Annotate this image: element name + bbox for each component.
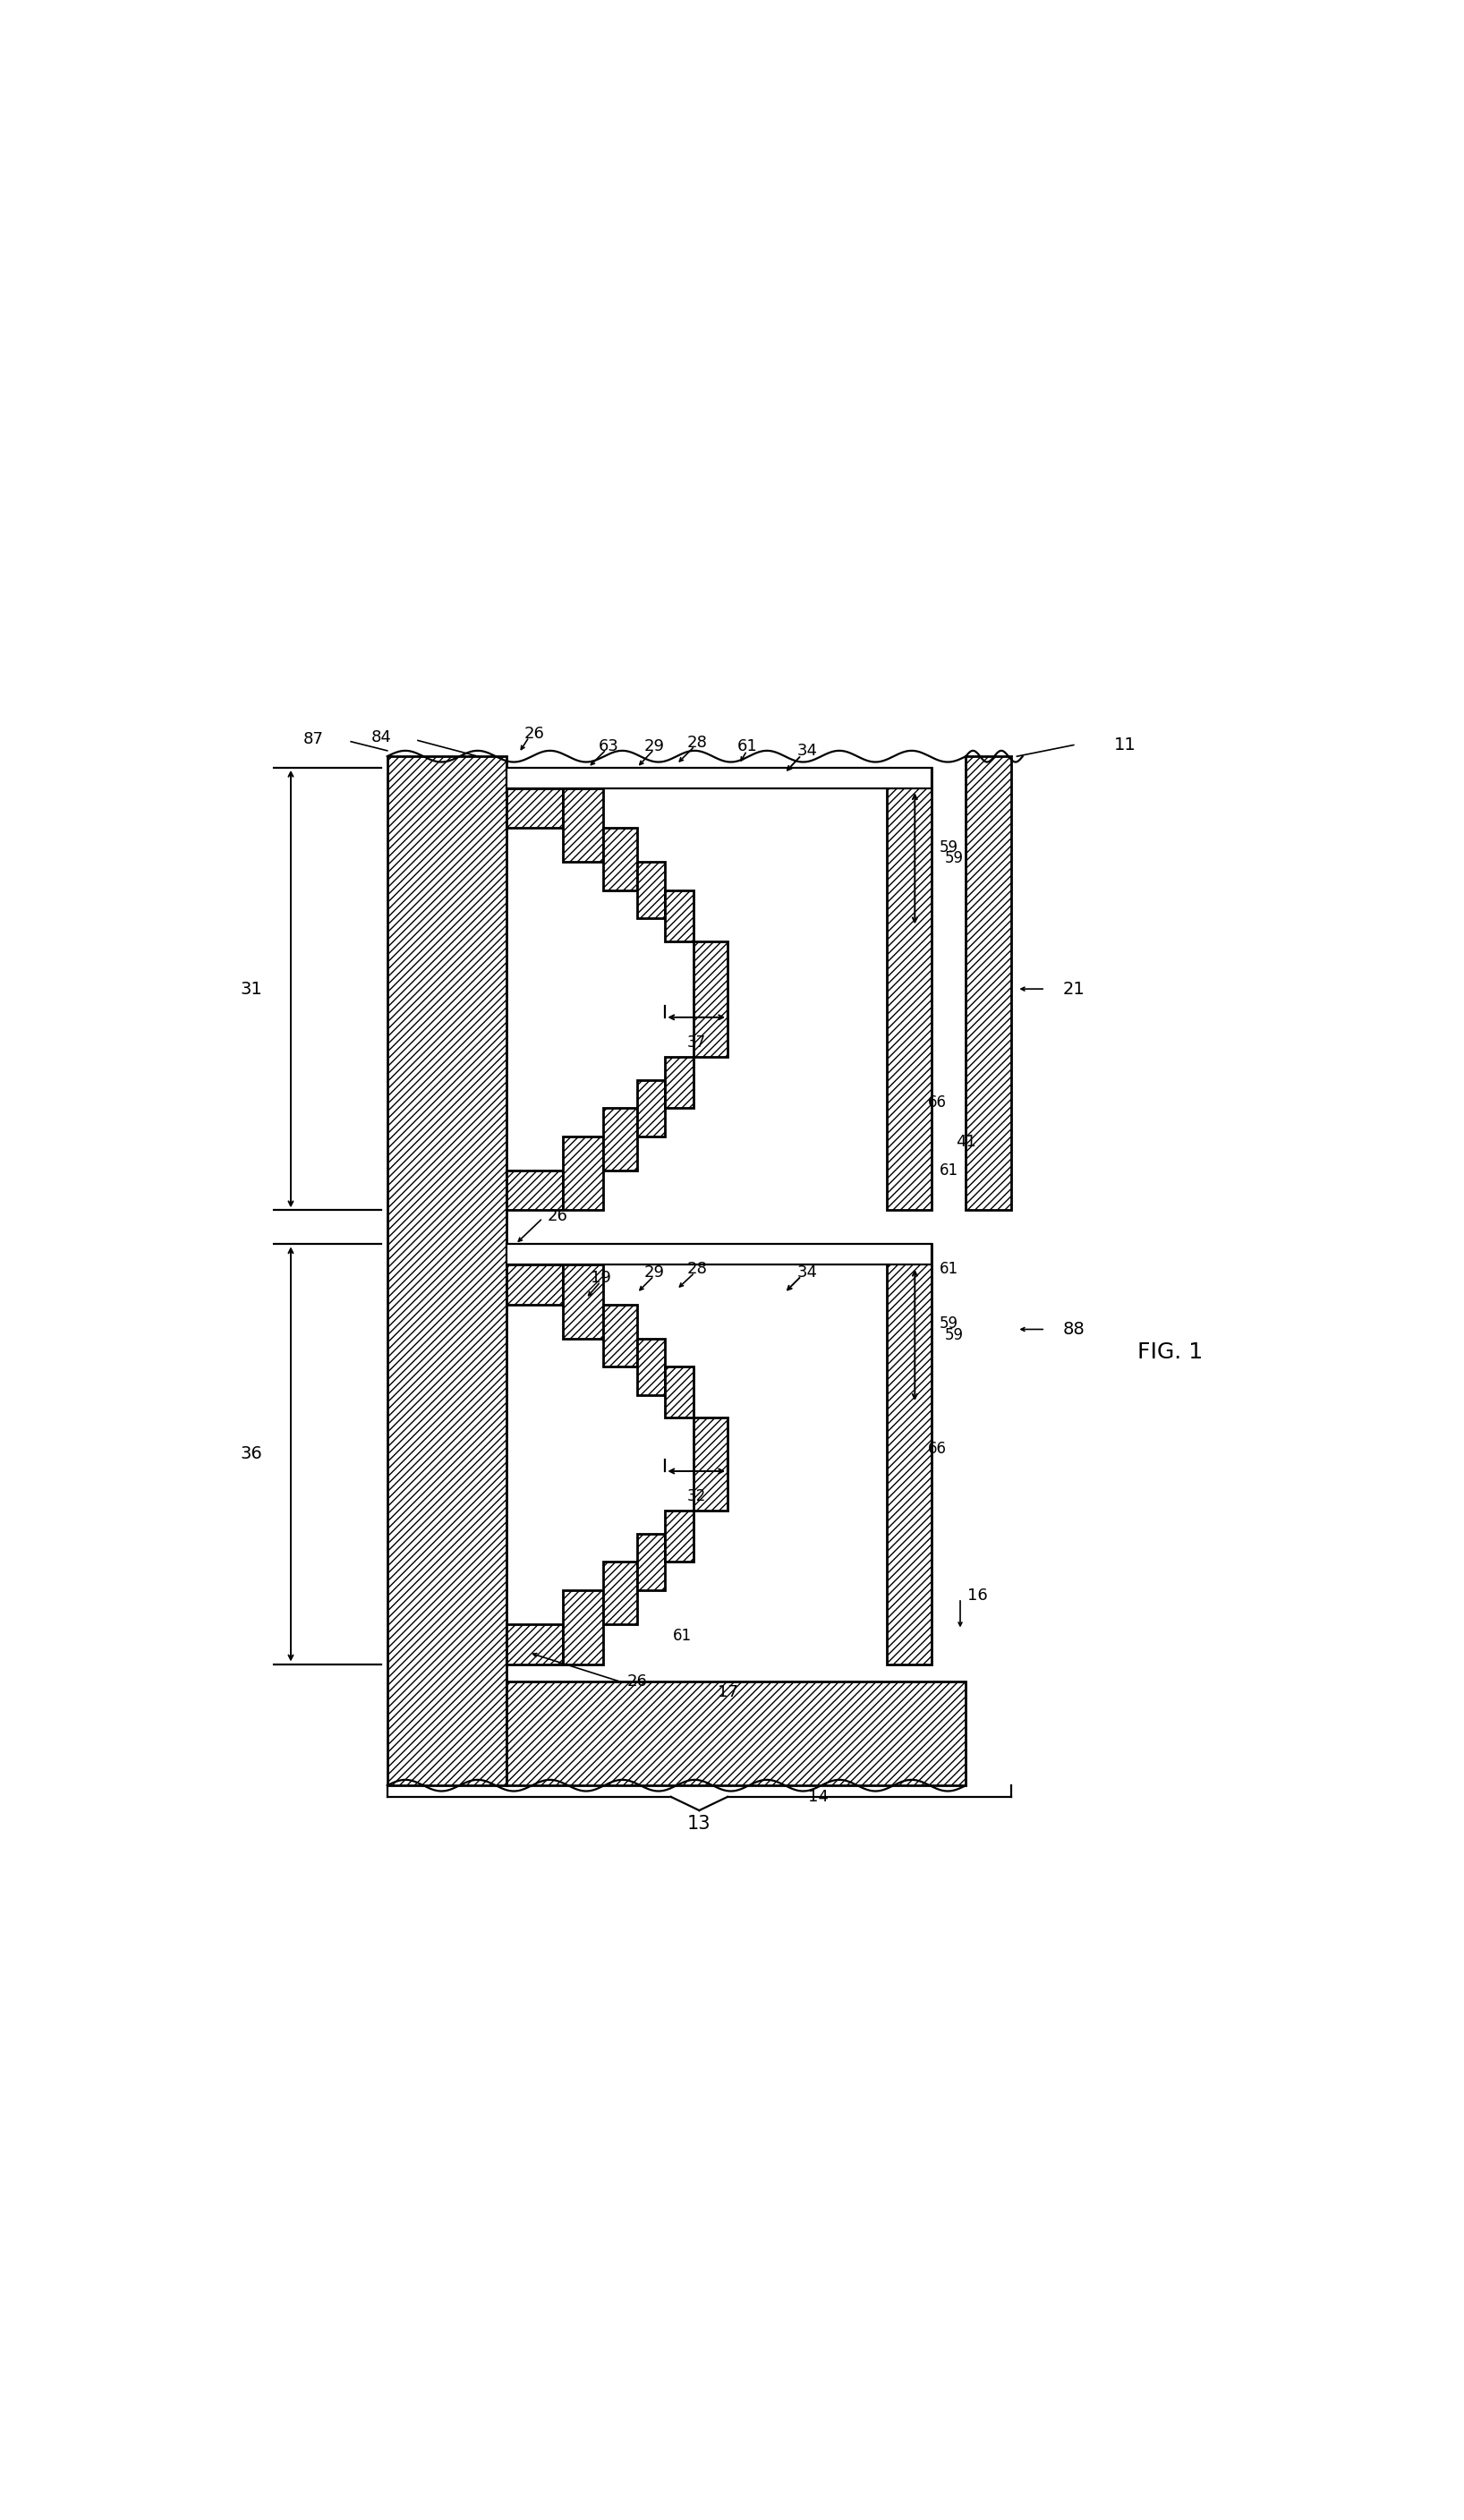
Text: 66: 66 bbox=[928, 1094, 947, 1111]
Bar bbox=[386, 756, 507, 1787]
Bar bbox=[564, 1137, 603, 1210]
Bar bbox=[665, 1512, 694, 1562]
Bar bbox=[564, 1590, 603, 1663]
Bar bbox=[507, 789, 564, 829]
Text: FIG. 1: FIG. 1 bbox=[1138, 1341, 1203, 1363]
Text: 32: 32 bbox=[687, 1489, 706, 1504]
Text: 61: 61 bbox=[940, 1162, 959, 1179]
Bar bbox=[665, 1366, 694, 1419]
Text: 21: 21 bbox=[1063, 980, 1085, 998]
Text: 63: 63 bbox=[599, 738, 619, 753]
Bar bbox=[507, 1625, 564, 1663]
Text: 59: 59 bbox=[940, 839, 959, 854]
Text: 61: 61 bbox=[736, 738, 757, 753]
Bar bbox=[887, 1245, 933, 1663]
Bar bbox=[564, 789, 603, 862]
Text: 66: 66 bbox=[928, 1441, 947, 1457]
Text: 41: 41 bbox=[956, 1134, 976, 1149]
Text: 59: 59 bbox=[946, 1328, 963, 1343]
Bar bbox=[507, 1245, 933, 1265]
Bar bbox=[603, 1305, 637, 1366]
Text: 16: 16 bbox=[968, 1588, 987, 1605]
Bar bbox=[637, 1535, 665, 1590]
Text: 87: 87 bbox=[303, 731, 324, 748]
Text: 59: 59 bbox=[940, 1315, 959, 1331]
Bar bbox=[603, 1109, 637, 1169]
Text: 84: 84 bbox=[372, 728, 392, 746]
Text: 29: 29 bbox=[644, 1265, 665, 1280]
Bar bbox=[665, 1056, 694, 1109]
Text: 28: 28 bbox=[687, 736, 707, 751]
Text: 17: 17 bbox=[717, 1683, 738, 1701]
Bar bbox=[564, 1265, 603, 1338]
Bar bbox=[637, 862, 665, 920]
Text: 88: 88 bbox=[1063, 1320, 1085, 1338]
Bar bbox=[694, 942, 728, 1056]
Text: 19: 19 bbox=[590, 1270, 610, 1285]
Text: 34: 34 bbox=[796, 1265, 817, 1280]
Text: 11: 11 bbox=[1114, 736, 1136, 753]
Text: 26: 26 bbox=[627, 1673, 647, 1688]
Bar bbox=[694, 1419, 728, 1512]
Text: 61: 61 bbox=[940, 1260, 959, 1278]
Text: 31: 31 bbox=[240, 980, 262, 998]
Text: 26: 26 bbox=[548, 1207, 568, 1225]
Bar bbox=[507, 1681, 966, 1787]
Bar bbox=[637, 1338, 665, 1396]
Text: 28: 28 bbox=[687, 1260, 707, 1278]
Bar bbox=[603, 1562, 637, 1625]
Bar bbox=[637, 1079, 665, 1137]
Bar bbox=[887, 769, 933, 1210]
Bar bbox=[603, 829, 637, 890]
Text: 13: 13 bbox=[688, 1814, 712, 1832]
Bar bbox=[966, 756, 1012, 1210]
Text: 14: 14 bbox=[808, 1789, 829, 1804]
Text: 37: 37 bbox=[687, 1033, 706, 1051]
Text: 36: 36 bbox=[240, 1446, 262, 1462]
Bar bbox=[507, 769, 933, 789]
Bar bbox=[507, 1169, 564, 1210]
Bar bbox=[507, 1265, 564, 1305]
Text: 61: 61 bbox=[673, 1628, 691, 1643]
Text: 26: 26 bbox=[524, 726, 545, 741]
Text: 34: 34 bbox=[796, 743, 817, 759]
Bar bbox=[665, 890, 694, 942]
Text: 59: 59 bbox=[946, 849, 963, 867]
Text: 29: 29 bbox=[644, 738, 665, 753]
